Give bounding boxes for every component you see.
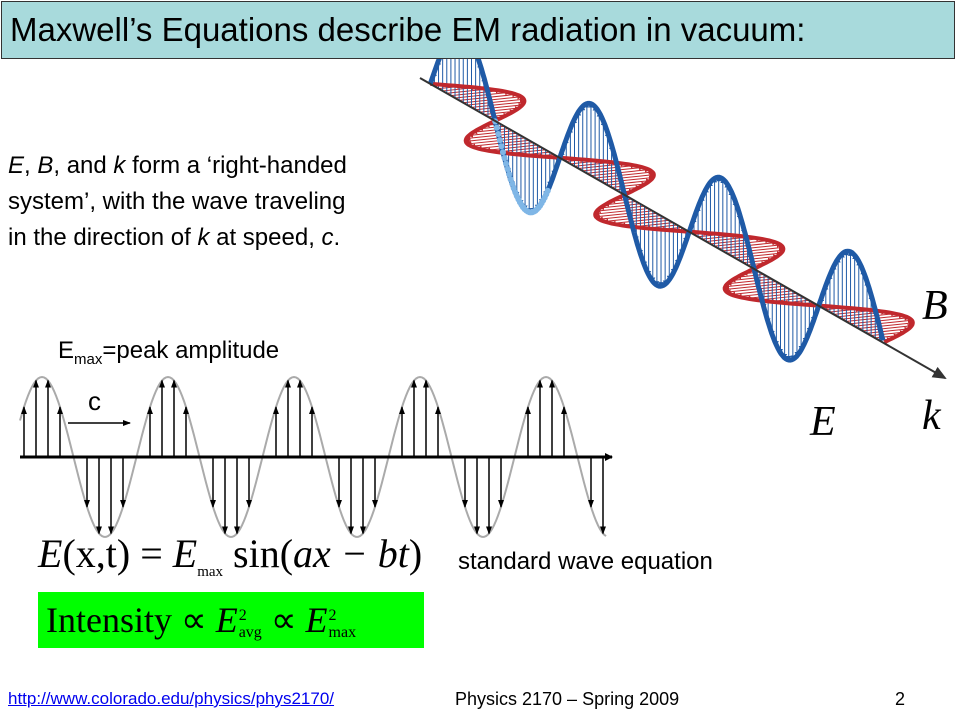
field-arrow — [586, 165, 644, 174]
field-arrow — [726, 245, 785, 254]
text: max — [328, 623, 357, 641]
text: E — [58, 337, 75, 364]
field-arrow — [594, 208, 649, 217]
text: 2 — [328, 606, 337, 624]
field-arrow — [603, 200, 637, 207]
page-number: 2 — [895, 689, 906, 709]
slide-title: Maxwell’s Equations describe EM radiatio… — [1, 1, 955, 59]
url-link[interactable]: http://www.colorado.edu/physics/phys2170… — [8, 689, 335, 708]
field-arrow — [464, 135, 521, 144]
field-arrow — [846, 313, 904, 322]
text: B — [37, 152, 54, 179]
field-arrow — [485, 144, 538, 153]
wave-curve — [430, 81, 915, 344]
field-arrow — [472, 128, 509, 135]
vector-label: B⃗ — [922, 282, 960, 330]
field-arrow — [714, 238, 771, 247]
field-arrow — [479, 105, 520, 113]
field-arrow — [871, 330, 905, 337]
text: max — [74, 350, 103, 368]
text: k — [197, 224, 210, 251]
text: , — [24, 152, 38, 179]
field-arrow — [724, 280, 777, 289]
field-arrow — [467, 130, 513, 138]
text: system’, with the wave traveling — [8, 188, 346, 215]
text: E — [8, 152, 25, 179]
field-arrow — [483, 109, 515, 115]
field-arrow — [730, 276, 769, 283]
field-arrow — [607, 178, 652, 186]
field-arrow — [723, 283, 781, 292]
text: . — [333, 224, 341, 251]
field-arrow — [854, 318, 913, 327]
field-arrow — [735, 251, 783, 259]
text: k — [113, 152, 126, 179]
field-arrow — [739, 254, 779, 261]
text: avg — [238, 623, 262, 641]
intensity-relation: Intensity ∝ E 2 avg ∝ E 2 max — [38, 592, 424, 648]
speed-label: c — [88, 386, 101, 416]
wave-equation: E(x,t) = Emax sin(ax − bt) — [38, 530, 422, 581]
field-arrow — [595, 169, 654, 179]
text: 2 — [238, 606, 247, 624]
field-arrow — [858, 320, 914, 329]
vector-label: k⃗ — [922, 392, 960, 440]
text: Intensity ∝ — [46, 600, 216, 640]
k-axis — [419, 77, 947, 379]
field-arrow — [842, 311, 897, 320]
field-arrow — [466, 137, 526, 147]
text: ∝ — [261, 600, 306, 640]
field-arrow — [471, 99, 526, 108]
text: (x,t) = — [62, 531, 173, 576]
footer-course: Physics 2170 – Spring 2009 — [455, 689, 680, 709]
text: , and — [53, 152, 114, 179]
text: ) — [408, 531, 423, 576]
field-arrow — [866, 326, 910, 334]
field-arrow — [726, 278, 773, 286]
field-arrow — [611, 181, 647, 188]
field-arrow — [722, 242, 782, 252]
text: =peak amplitude — [102, 337, 280, 364]
field-arrow — [594, 210, 653, 219]
text: max — [197, 564, 224, 580]
description: E, B, and k form a ‘right-handed system’… — [8, 148, 347, 256]
text: sin( — [223, 531, 294, 576]
field-arrow — [599, 203, 641, 211]
wave-curve — [427, 26, 886, 363]
text: c — [321, 224, 334, 251]
text: ax − bt — [293, 531, 409, 576]
text: E — [38, 531, 63, 576]
field-arrow — [725, 285, 785, 295]
vector-label: E⃗ — [810, 399, 869, 445]
text: at speed, — [209, 224, 322, 251]
text: in the direction of — [8, 224, 198, 251]
text: form a ‘right-handed — [125, 152, 347, 179]
amplitude-label: Emax=peak amplitude — [58, 337, 279, 368]
field-arrow — [467, 97, 525, 106]
text: E — [215, 600, 238, 640]
equation-caption: standard wave equation — [458, 548, 713, 575]
field-arrow — [599, 172, 655, 181]
text: E — [172, 531, 198, 576]
field-arrow — [454, 90, 511, 99]
text: E — [305, 600, 328, 640]
